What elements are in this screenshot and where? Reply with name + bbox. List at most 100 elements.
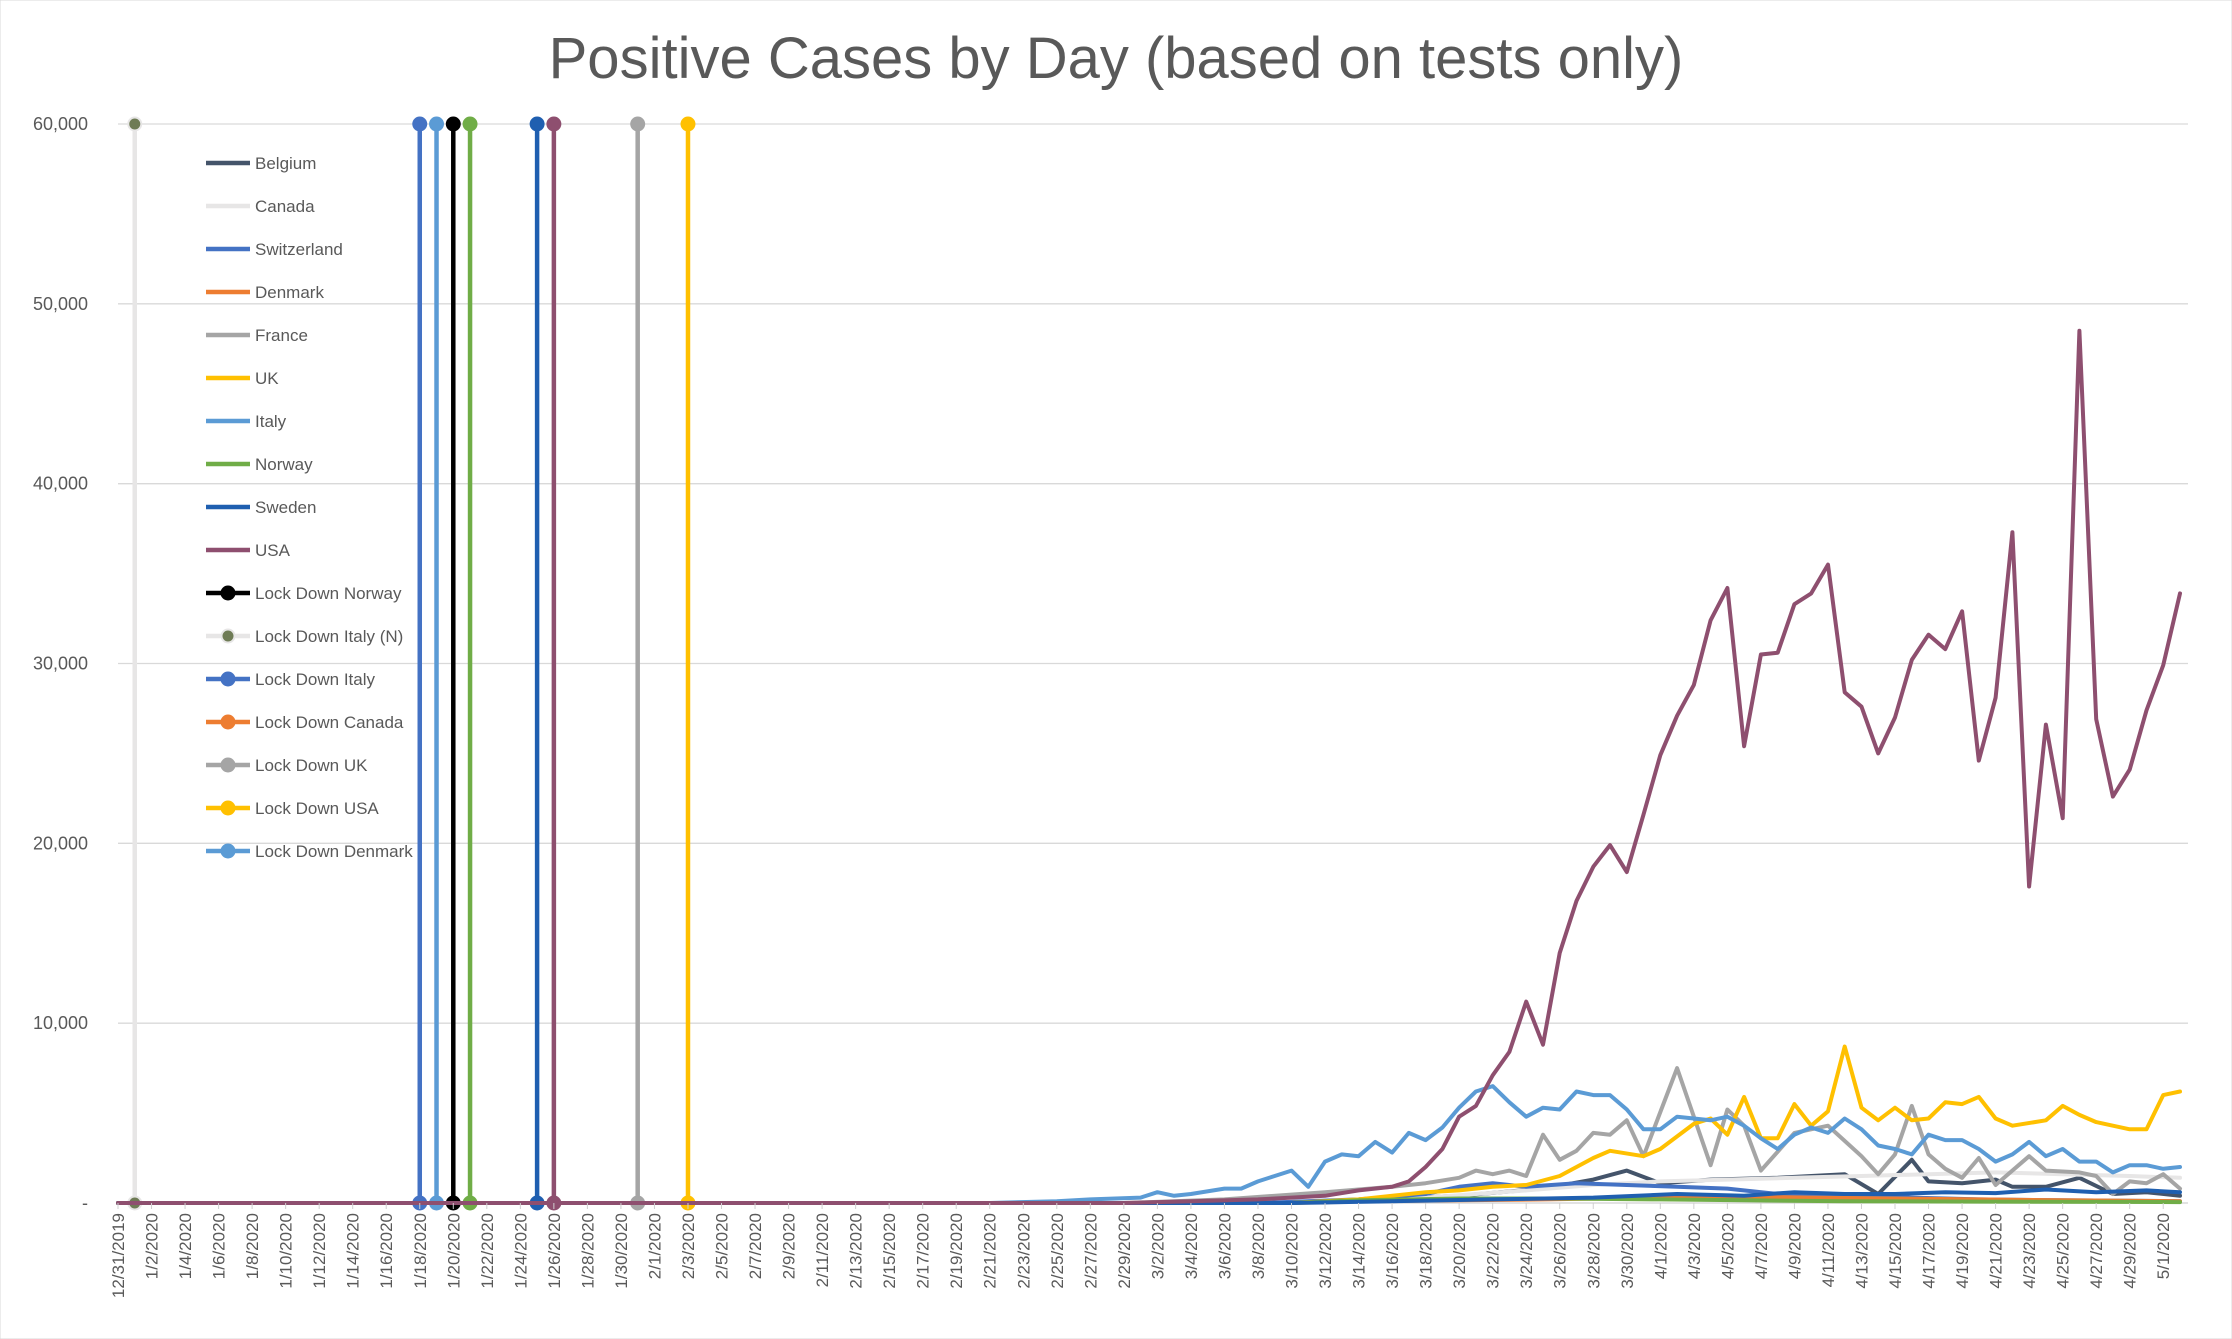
legend-label: Lock Down Italy (N) xyxy=(255,627,403,646)
legend-marker xyxy=(220,585,236,601)
x-tick-label: 1/22/2020 xyxy=(478,1213,497,1289)
legend-label: Italy xyxy=(255,412,287,431)
x-tick-label: 3/26/2020 xyxy=(1551,1213,1570,1289)
x-tick-label: 4/3/2020 xyxy=(1685,1213,1704,1279)
y-tick-label: 20,000 xyxy=(33,833,88,853)
legend-label: Lock Down Denmark xyxy=(255,842,413,861)
y-tick-label: 50,000 xyxy=(33,294,88,314)
legend-label: USA xyxy=(255,541,291,560)
legend-marker xyxy=(220,757,236,773)
x-tick-label: 2/7/2020 xyxy=(746,1213,765,1279)
legend-marker xyxy=(220,800,236,816)
x-tick-label: 4/29/2020 xyxy=(2121,1213,2140,1289)
x-tick-label: 2/19/2020 xyxy=(947,1213,966,1289)
y-tick-label: 10,000 xyxy=(33,1013,88,1033)
x-tick-label: 2/11/2020 xyxy=(813,1213,832,1287)
x-tick-label: 4/17/2020 xyxy=(1920,1213,1939,1289)
x-tick-label: 2/21/2020 xyxy=(981,1213,1000,1289)
x-tick-label: 4/21/2020 xyxy=(1987,1213,2006,1289)
legend-label: Denmark xyxy=(255,283,324,302)
x-tick-label: 2/15/2020 xyxy=(880,1213,899,1289)
x-tick-label: 2/17/2020 xyxy=(914,1213,933,1289)
x-tick-label: 1/4/2020 xyxy=(176,1213,195,1279)
legend-label: Lock Down UK xyxy=(255,756,368,775)
x-tick-label: 1/28/2020 xyxy=(578,1213,597,1289)
legend-label: Canada xyxy=(255,197,315,216)
x-tick-label: 1/2/2020 xyxy=(143,1213,162,1279)
legend-marker xyxy=(220,714,236,730)
chart-title: Positive Cases by Day (based on tests on… xyxy=(549,26,1684,91)
x-tick-label: 3/20/2020 xyxy=(1450,1213,1469,1289)
x-tick-label: 1/20/2020 xyxy=(444,1213,463,1289)
x-tick-label: 3/28/2020 xyxy=(1584,1213,1603,1289)
x-tick-label: 4/13/2020 xyxy=(1852,1213,1871,1289)
x-tick-label: 4/25/2020 xyxy=(2054,1213,2073,1289)
lockdown-marker xyxy=(445,116,461,132)
x-tick-label: 1/26/2020 xyxy=(545,1213,564,1289)
x-tick-label: 12/31/2019 xyxy=(109,1213,128,1298)
series-line-italy xyxy=(116,1084,2182,1205)
x-tick-label: 4/9/2020 xyxy=(1785,1213,1804,1279)
x-tick-label: 1/18/2020 xyxy=(411,1213,430,1289)
legend: Belgium Canada Switzerland Denmark France UK I… xyxy=(206,154,413,861)
x-tick-label: 4/1/2020 xyxy=(1651,1213,1670,1279)
legend-label: France xyxy=(255,326,308,345)
x-tick-label: 3/4/2020 xyxy=(1182,1213,1201,1279)
lockdown-marker xyxy=(529,116,545,132)
y-axis: - 10,000 20,000 30,000 40,000 50,000 60,000 xyxy=(33,114,88,1213)
lockdown-marker xyxy=(429,116,445,132)
x-tick-label: 2/13/2020 xyxy=(847,1213,866,1289)
x-tick-label: 4/7/2020 xyxy=(1752,1213,1771,1279)
lockdown-marker xyxy=(680,116,696,132)
x-tick-label: 2/23/2020 xyxy=(1014,1213,1033,1289)
x-tick-label: 3/30/2020 xyxy=(1618,1213,1637,1289)
x-axis: 12/31/2019 1/2/2020 1/4/2020 1/6/2020 1/8/20… xyxy=(109,1203,2173,1298)
legend-marker xyxy=(220,628,236,644)
lockdown-marker xyxy=(412,116,428,132)
x-tick-label: 2/5/2020 xyxy=(713,1213,732,1279)
x-tick-label: 1/6/2020 xyxy=(210,1213,229,1279)
legend-label: UK xyxy=(255,369,279,388)
x-tick-label: 3/16/2020 xyxy=(1383,1213,1402,1289)
legend-label: Lock Down Italy xyxy=(255,670,375,689)
y-tick-label: 60,000 xyxy=(33,114,88,134)
lockdown-marker xyxy=(462,116,478,132)
x-tick-label: 3/10/2020 xyxy=(1282,1213,1301,1289)
series-line-canada xyxy=(116,1170,2182,1205)
x-tick-label: 3/14/2020 xyxy=(1350,1213,1369,1289)
legend-label: Lock Down Norway xyxy=(255,584,402,603)
series-line-sweden xyxy=(116,1187,2182,1205)
x-tick-label: 4/11/2020 xyxy=(1819,1213,1838,1287)
lockdown-marker xyxy=(127,116,143,132)
x-tick-label: 4/5/2020 xyxy=(1718,1213,1737,1279)
x-tick-label: 3/6/2020 xyxy=(1215,1213,1234,1279)
legend-marker xyxy=(220,671,236,687)
x-tick-label: 2/1/2020 xyxy=(645,1213,664,1279)
legend-label: Lock Down USA xyxy=(255,799,379,818)
legend-label: Switzerland xyxy=(255,240,343,259)
y-tick-label: 30,000 xyxy=(33,654,88,674)
x-tick-label: 2/29/2020 xyxy=(1115,1213,1134,1289)
x-tick-label: 2/25/2020 xyxy=(1048,1213,1067,1289)
legend-label: Norway xyxy=(255,455,313,474)
lockdown-marker xyxy=(546,116,562,132)
x-tick-label: 3/18/2020 xyxy=(1417,1213,1436,1289)
x-tick-label: 1/10/2020 xyxy=(277,1213,296,1289)
series-line-uk xyxy=(116,1044,2182,1205)
x-tick-label: 1/8/2020 xyxy=(243,1213,262,1279)
x-tick-label: 4/27/2020 xyxy=(2087,1213,2106,1289)
lockdown-marker xyxy=(630,116,646,132)
x-tick-label: 1/24/2020 xyxy=(511,1213,530,1289)
x-tick-label: 5/1/2020 xyxy=(2154,1213,2173,1279)
x-tick-label: 2/27/2020 xyxy=(1081,1213,1100,1289)
legend-label: Belgium xyxy=(255,154,316,173)
x-tick-label: 1/30/2020 xyxy=(612,1213,631,1289)
x-tick-label: 4/19/2020 xyxy=(1953,1213,1972,1289)
x-tick-label: 3/12/2020 xyxy=(1316,1213,1335,1289)
x-tick-label: 4/23/2020 xyxy=(2020,1213,2039,1289)
series-line-usa xyxy=(116,328,2182,1205)
x-tick-label: 1/16/2020 xyxy=(377,1213,396,1289)
